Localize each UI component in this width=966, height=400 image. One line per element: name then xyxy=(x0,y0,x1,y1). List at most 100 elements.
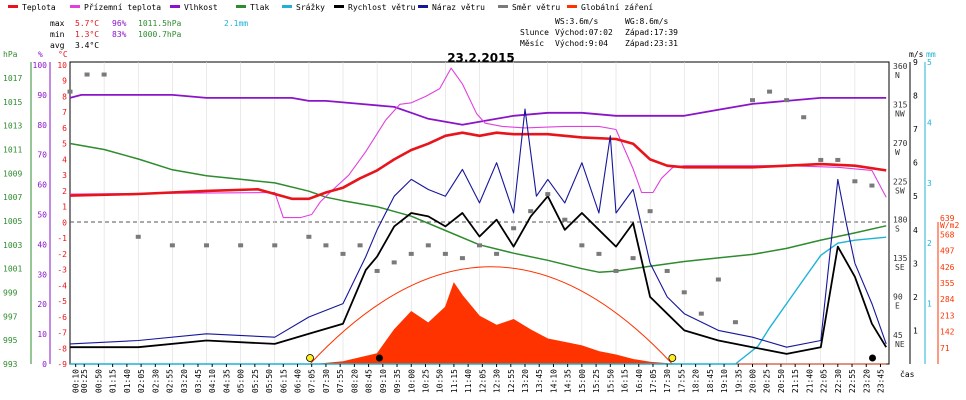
tick-wm2: 639 xyxy=(940,214,955,223)
tick-celsius: 0 xyxy=(62,218,67,227)
wind-direction-point xyxy=(101,72,107,77)
tick-percent: 0 xyxy=(42,360,47,369)
tick-celsius: 7 xyxy=(62,108,67,117)
legend-label: Vlhkost xyxy=(184,3,218,12)
x-tick-label: 21:40 xyxy=(805,369,814,393)
tick-celsius: -7 xyxy=(57,329,67,338)
tick-degrees: 90 xyxy=(893,293,903,302)
x-tick-label: 05:50 xyxy=(265,369,274,393)
x-tick-label: 02:55 xyxy=(166,369,175,393)
sunset-marker xyxy=(668,354,677,362)
sun-set: Západ:17:39 xyxy=(625,28,678,37)
tick-wm2: 426 xyxy=(940,263,955,272)
tick-hpa: 1005 xyxy=(3,217,22,226)
x-tick-label: 10:00 xyxy=(407,369,416,393)
legend-label: Rychlost větru xyxy=(348,3,416,12)
sunrise-marker xyxy=(306,354,314,362)
series-tlak xyxy=(69,142,887,273)
wind-direction-point xyxy=(84,72,90,77)
tick-hpa: 993 xyxy=(3,360,18,369)
x-tick-label: 04:35 xyxy=(222,369,231,393)
tick-celsius: 3 xyxy=(62,171,67,180)
legend-label: Srážky xyxy=(296,3,325,12)
wind-direction-point xyxy=(528,209,534,214)
wind-direction-point xyxy=(425,243,431,248)
tick-direction: S xyxy=(895,225,900,234)
wind-direction-point xyxy=(647,209,653,214)
grid xyxy=(69,61,890,365)
tick-mm: 3 xyxy=(927,179,932,188)
legend-label: Směr větru xyxy=(512,3,560,12)
legend-swatch xyxy=(8,5,18,8)
wind-direction-point xyxy=(545,192,551,197)
tick-mm: 2 xyxy=(927,239,932,248)
tick-percent: 20 xyxy=(37,300,47,309)
stat-temp: 5.7°C xyxy=(75,19,99,28)
x-tick-label: 18:20 xyxy=(692,369,701,393)
wind-direction-point xyxy=(204,243,209,248)
tick-direction: N xyxy=(895,71,900,80)
wind-direction-point xyxy=(374,268,380,273)
axis-unit-hpa: hPa xyxy=(3,50,18,59)
wind-direction-point xyxy=(511,226,517,231)
wind-direction-point xyxy=(459,256,465,261)
tick-percent: 30 xyxy=(37,270,47,279)
ws-text: WS:3.6m/s xyxy=(555,17,599,26)
stat-label: avg xyxy=(50,41,65,50)
sun-rise: Východ:07:02 xyxy=(555,28,613,37)
x-tick-label: 23:20 xyxy=(862,369,871,393)
tick-celsius: 9 xyxy=(62,77,67,86)
tick-wm2: 284 xyxy=(940,295,955,304)
series-globalni-zareni xyxy=(70,266,887,365)
x-tick-label: 07:05 xyxy=(308,369,317,393)
tick-ms: 9 xyxy=(913,58,918,67)
tick-celsius: 5 xyxy=(62,140,67,149)
tick-hpa: 999 xyxy=(3,289,18,298)
tick-wm2: 213 xyxy=(940,311,955,320)
axis-unit-celsius: °C xyxy=(58,50,68,59)
legend-swatch xyxy=(498,5,508,8)
x-tick-label: 15:50 xyxy=(606,369,615,393)
wind-direction-point xyxy=(664,268,670,273)
x-tick-label: 21:15 xyxy=(791,369,800,393)
x-tick-label: 17:55 xyxy=(677,369,686,393)
wind-direction-point xyxy=(340,251,346,256)
wind-direction-point xyxy=(767,89,773,94)
series-vlhkost xyxy=(69,94,887,126)
legend-label: Náraz větru xyxy=(432,3,485,12)
radiation-area xyxy=(70,282,887,365)
tick-celsius: -4 xyxy=(57,281,67,290)
x-tick-label: 09:10 xyxy=(379,369,388,393)
wind-direction-point xyxy=(306,234,312,239)
x-tick-label: 02:05 xyxy=(137,369,146,393)
axis-unit-wm2: W/m2 xyxy=(940,221,959,230)
wind-direction-point xyxy=(869,183,875,188)
stats-block: max 5.7°C 96% 1011.5hPa 2.1mm min 1.3°C 83% 1000… xyxy=(50,19,248,50)
wind-direction-point xyxy=(750,98,755,103)
x-tick-label: 13:20 xyxy=(521,369,530,393)
legend-swatch xyxy=(282,5,292,8)
stat-hum: 96% xyxy=(112,19,127,28)
tick-hpa: 1013 xyxy=(3,122,22,131)
stat-label: max xyxy=(50,19,65,28)
tick-hpa: 1001 xyxy=(3,265,22,274)
x-tick-label: 10:50 xyxy=(436,369,445,393)
x-tick-label: 17:30 xyxy=(663,369,672,393)
axis-unit-percent: % xyxy=(38,50,43,59)
wind-direction-point xyxy=(408,251,414,256)
x-tick-label: 03:45 xyxy=(194,369,203,393)
tick-percent: 100 xyxy=(33,61,48,70)
tick-direction: SW xyxy=(895,186,905,195)
series-srazky xyxy=(70,236,887,365)
x-tick-label: 14:10 xyxy=(549,369,558,393)
wind-direction-point xyxy=(323,243,329,248)
x-tick-label: 05:25 xyxy=(251,369,260,393)
x-tick-label: 07:30 xyxy=(322,369,331,393)
legend-label: Tlak xyxy=(250,3,269,12)
tick-wm2: 355 xyxy=(940,279,955,288)
stat-rain: 2.1mm xyxy=(224,19,248,28)
tick-celsius: 4 xyxy=(62,155,67,164)
tick-direction: SE xyxy=(895,263,905,272)
x-tick-label: 16:40 xyxy=(635,369,644,393)
